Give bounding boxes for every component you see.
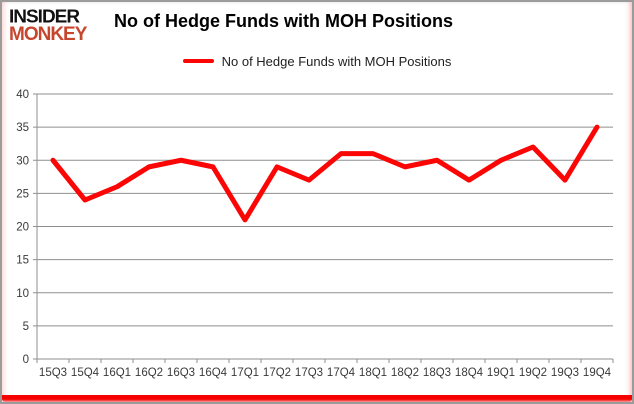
legend: No of Hedge Funds with MOH Positions	[0, 52, 634, 70]
y-tick-label: 40	[16, 89, 29, 101]
legend-label: No of Hedge Funds with MOH Positions	[221, 53, 452, 69]
x-tick-label: 17Q4	[327, 367, 356, 379]
x-tick-label: 19Q2	[519, 367, 547, 379]
x-tick-label: 18Q3	[423, 367, 451, 379]
x-tick-label: 16Q4	[199, 367, 228, 379]
x-tick-label: 17Q2	[263, 367, 291, 379]
y-tick-label: 15	[16, 255, 29, 267]
x-tick-label: 19Q3	[551, 367, 579, 379]
x-tick-label: 17Q1	[231, 367, 259, 379]
logo-word-insider: INSIDER	[9, 7, 80, 28]
bottom-accent-bar	[2, 395, 632, 402]
x-tick-label: 18Q2	[391, 367, 419, 379]
series-line	[50, 124, 600, 223]
x-tick-label: 15Q3	[39, 367, 67, 379]
x-tick-label: 18Q1	[359, 367, 387, 379]
y-tick-label: 35	[16, 122, 29, 134]
x-tick-label: 16Q2	[135, 367, 163, 379]
y-tick-label: 0	[23, 354, 29, 366]
x-tick-label: 16Q1	[103, 367, 131, 379]
y-tick-label: 5	[23, 321, 29, 333]
legend-line-swatch	[182, 59, 214, 63]
y-tick-label: 30	[16, 155, 29, 167]
insider-monkey-logo: INSIDER MONKEY	[9, 7, 87, 46]
x-tick-label: 17Q3	[295, 367, 323, 379]
y-tick-label: 10	[16, 288, 29, 300]
y-tick-label: 25	[16, 188, 29, 200]
chart-title: No of Hedge Funds with MOH Positions	[114, 11, 453, 31]
x-tick-label: 15Q4	[71, 367, 100, 379]
x-tick-label: 16Q3	[167, 367, 195, 379]
logo-word-monkey: MONKEY	[9, 24, 87, 46]
y-tick-label: 20	[16, 222, 29, 234]
x-tick-label: 19Q4	[583, 367, 612, 379]
x-tick-label: 18Q4	[455, 367, 484, 379]
x-tick-label: 19Q1	[487, 367, 515, 379]
